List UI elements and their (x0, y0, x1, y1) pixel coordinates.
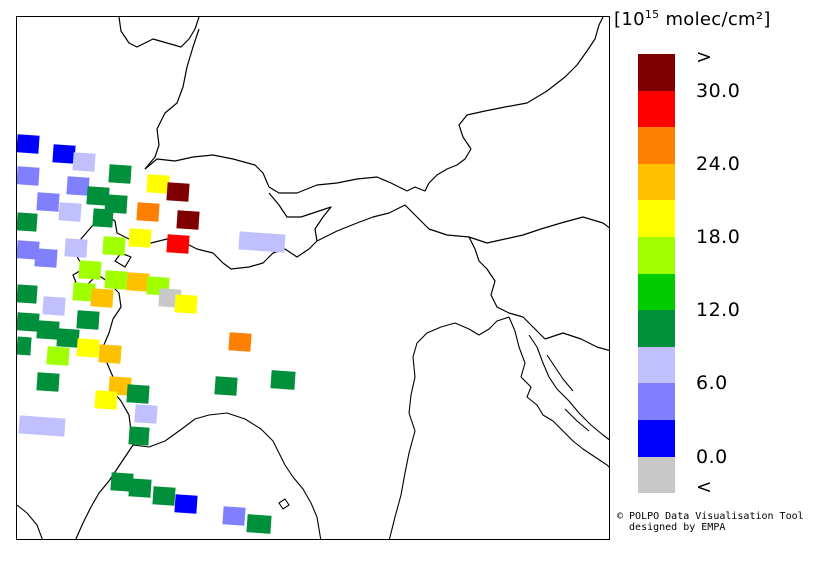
colorbar-swatch-21-24 (638, 163, 675, 201)
no2-pixel[interactable] (174, 494, 198, 514)
no2-pixel[interactable] (18, 415, 66, 437)
no2-pixel[interactable] (58, 202, 82, 222)
legend-under-label: < (696, 476, 713, 498)
no2-pixel[interactable] (78, 260, 102, 280)
no2-pixel[interactable] (214, 376, 238, 396)
no2-pixel[interactable] (134, 404, 158, 424)
map-canvas[interactable] (17, 17, 610, 540)
colorbar-swatch-15-18 (638, 237, 675, 274)
colorbar-swatch->30 (638, 54, 675, 91)
colorbar-swatch-24-27 (638, 127, 675, 164)
no2-pixel[interactable] (110, 472, 134, 492)
no2-pixel[interactable] (86, 186, 110, 206)
no2-pixel[interactable] (17, 240, 40, 260)
no2-pixel[interactable] (76, 338, 100, 358)
no2-pixel[interactable] (72, 282, 96, 302)
no2-pixel[interactable] (166, 234, 190, 254)
no2-pixel[interactable] (174, 294, 198, 314)
no2-pixel[interactable] (17, 166, 40, 186)
no2-pixel[interactable] (76, 310, 100, 330)
legend-tick-12: 12.0 (696, 299, 741, 321)
colorbar-swatch-3-6 (638, 383, 675, 420)
no2-pixel[interactable] (90, 288, 114, 308)
no2-pixel[interactable] (126, 384, 150, 404)
legend-tick-30: 30.0 (696, 80, 741, 102)
no2-pixel[interactable] (36, 372, 60, 392)
no2-pixel[interactable] (228, 332, 252, 352)
colorbar-swatch-<0 (638, 456, 675, 494)
legend-tick-18: 18.0 (696, 226, 741, 248)
map-panel[interactable] (16, 16, 610, 540)
no2-pixel[interactable] (92, 208, 114, 228)
no2-pixel[interactable] (128, 228, 152, 248)
no2-pixel[interactable] (176, 210, 200, 230)
no2-pixel[interactable] (17, 134, 40, 154)
no2-pixel[interactable] (136, 202, 160, 222)
no2-pixel[interactable] (17, 284, 38, 304)
legend-tick-24: 24.0 (696, 153, 741, 175)
no2-pixel[interactable] (128, 426, 150, 446)
no2-pixel[interactable] (66, 176, 90, 196)
no2-pixel[interactable] (94, 390, 118, 410)
no2-pixel[interactable] (46, 346, 70, 366)
no2-pixel[interactable] (36, 320, 60, 340)
no2-pixel[interactable] (128, 478, 152, 498)
no2-pixel[interactable] (222, 506, 246, 526)
legend-over-label: > (696, 46, 713, 68)
no2-pixel[interactable] (246, 514, 272, 534)
no2-pixel[interactable] (104, 270, 128, 290)
no2-pixel[interactable] (238, 231, 286, 253)
colorbar-swatch-9-12 (638, 310, 675, 347)
legend-tick-6: 6.0 (696, 372, 728, 394)
colorbar-swatch-0-3 (638, 420, 675, 457)
no2-pixel[interactable] (146, 174, 170, 194)
coastline (17, 316, 609, 539)
no2-pixel[interactable] (104, 194, 128, 214)
credit-line-1: © POLPO Data Visualisation Tool (617, 511, 804, 522)
no2-pixel[interactable] (42, 296, 66, 316)
no2-pixel[interactable] (152, 486, 176, 506)
no2-pixel[interactable] (17, 312, 40, 332)
legend-tick-0: 0.0 (696, 446, 728, 468)
colorbar-swatch-12-15 (638, 273, 675, 311)
country-borders (72, 17, 609, 539)
no2-pixel[interactable] (166, 182, 190, 202)
no2-pixel[interactable] (34, 248, 58, 268)
no2-pixel[interactable] (72, 152, 96, 172)
no2-pixel[interactable] (126, 272, 150, 292)
no2-pixel[interactable] (17, 336, 32, 356)
no2-pixel[interactable] (36, 192, 60, 212)
no2-pixel[interactable] (17, 212, 38, 232)
credit-text: © POLPO Data Visualisation Tool designed… (617, 511, 804, 533)
no2-pixel[interactable] (270, 370, 296, 390)
colorbar-swatch-27-30 (638, 90, 675, 128)
colorbar-swatch-18-21 (638, 200, 675, 237)
no2-pixel[interactable] (108, 376, 132, 396)
no2-pixel[interactable] (52, 144, 76, 164)
no2-pixels[interactable] (17, 134, 296, 534)
no2-pixel[interactable] (98, 344, 122, 364)
no2-pixel[interactable] (56, 328, 80, 348)
no2-pixel[interactable] (108, 164, 132, 184)
colorbar-swatch-6-9 (638, 346, 675, 384)
no2-pixel[interactable] (64, 238, 88, 258)
no2-pixel[interactable] (102, 236, 126, 256)
credit-line-2: designed by EMPA (617, 522, 726, 533)
legend-title: [1015 molec/cm²] (614, 8, 771, 30)
